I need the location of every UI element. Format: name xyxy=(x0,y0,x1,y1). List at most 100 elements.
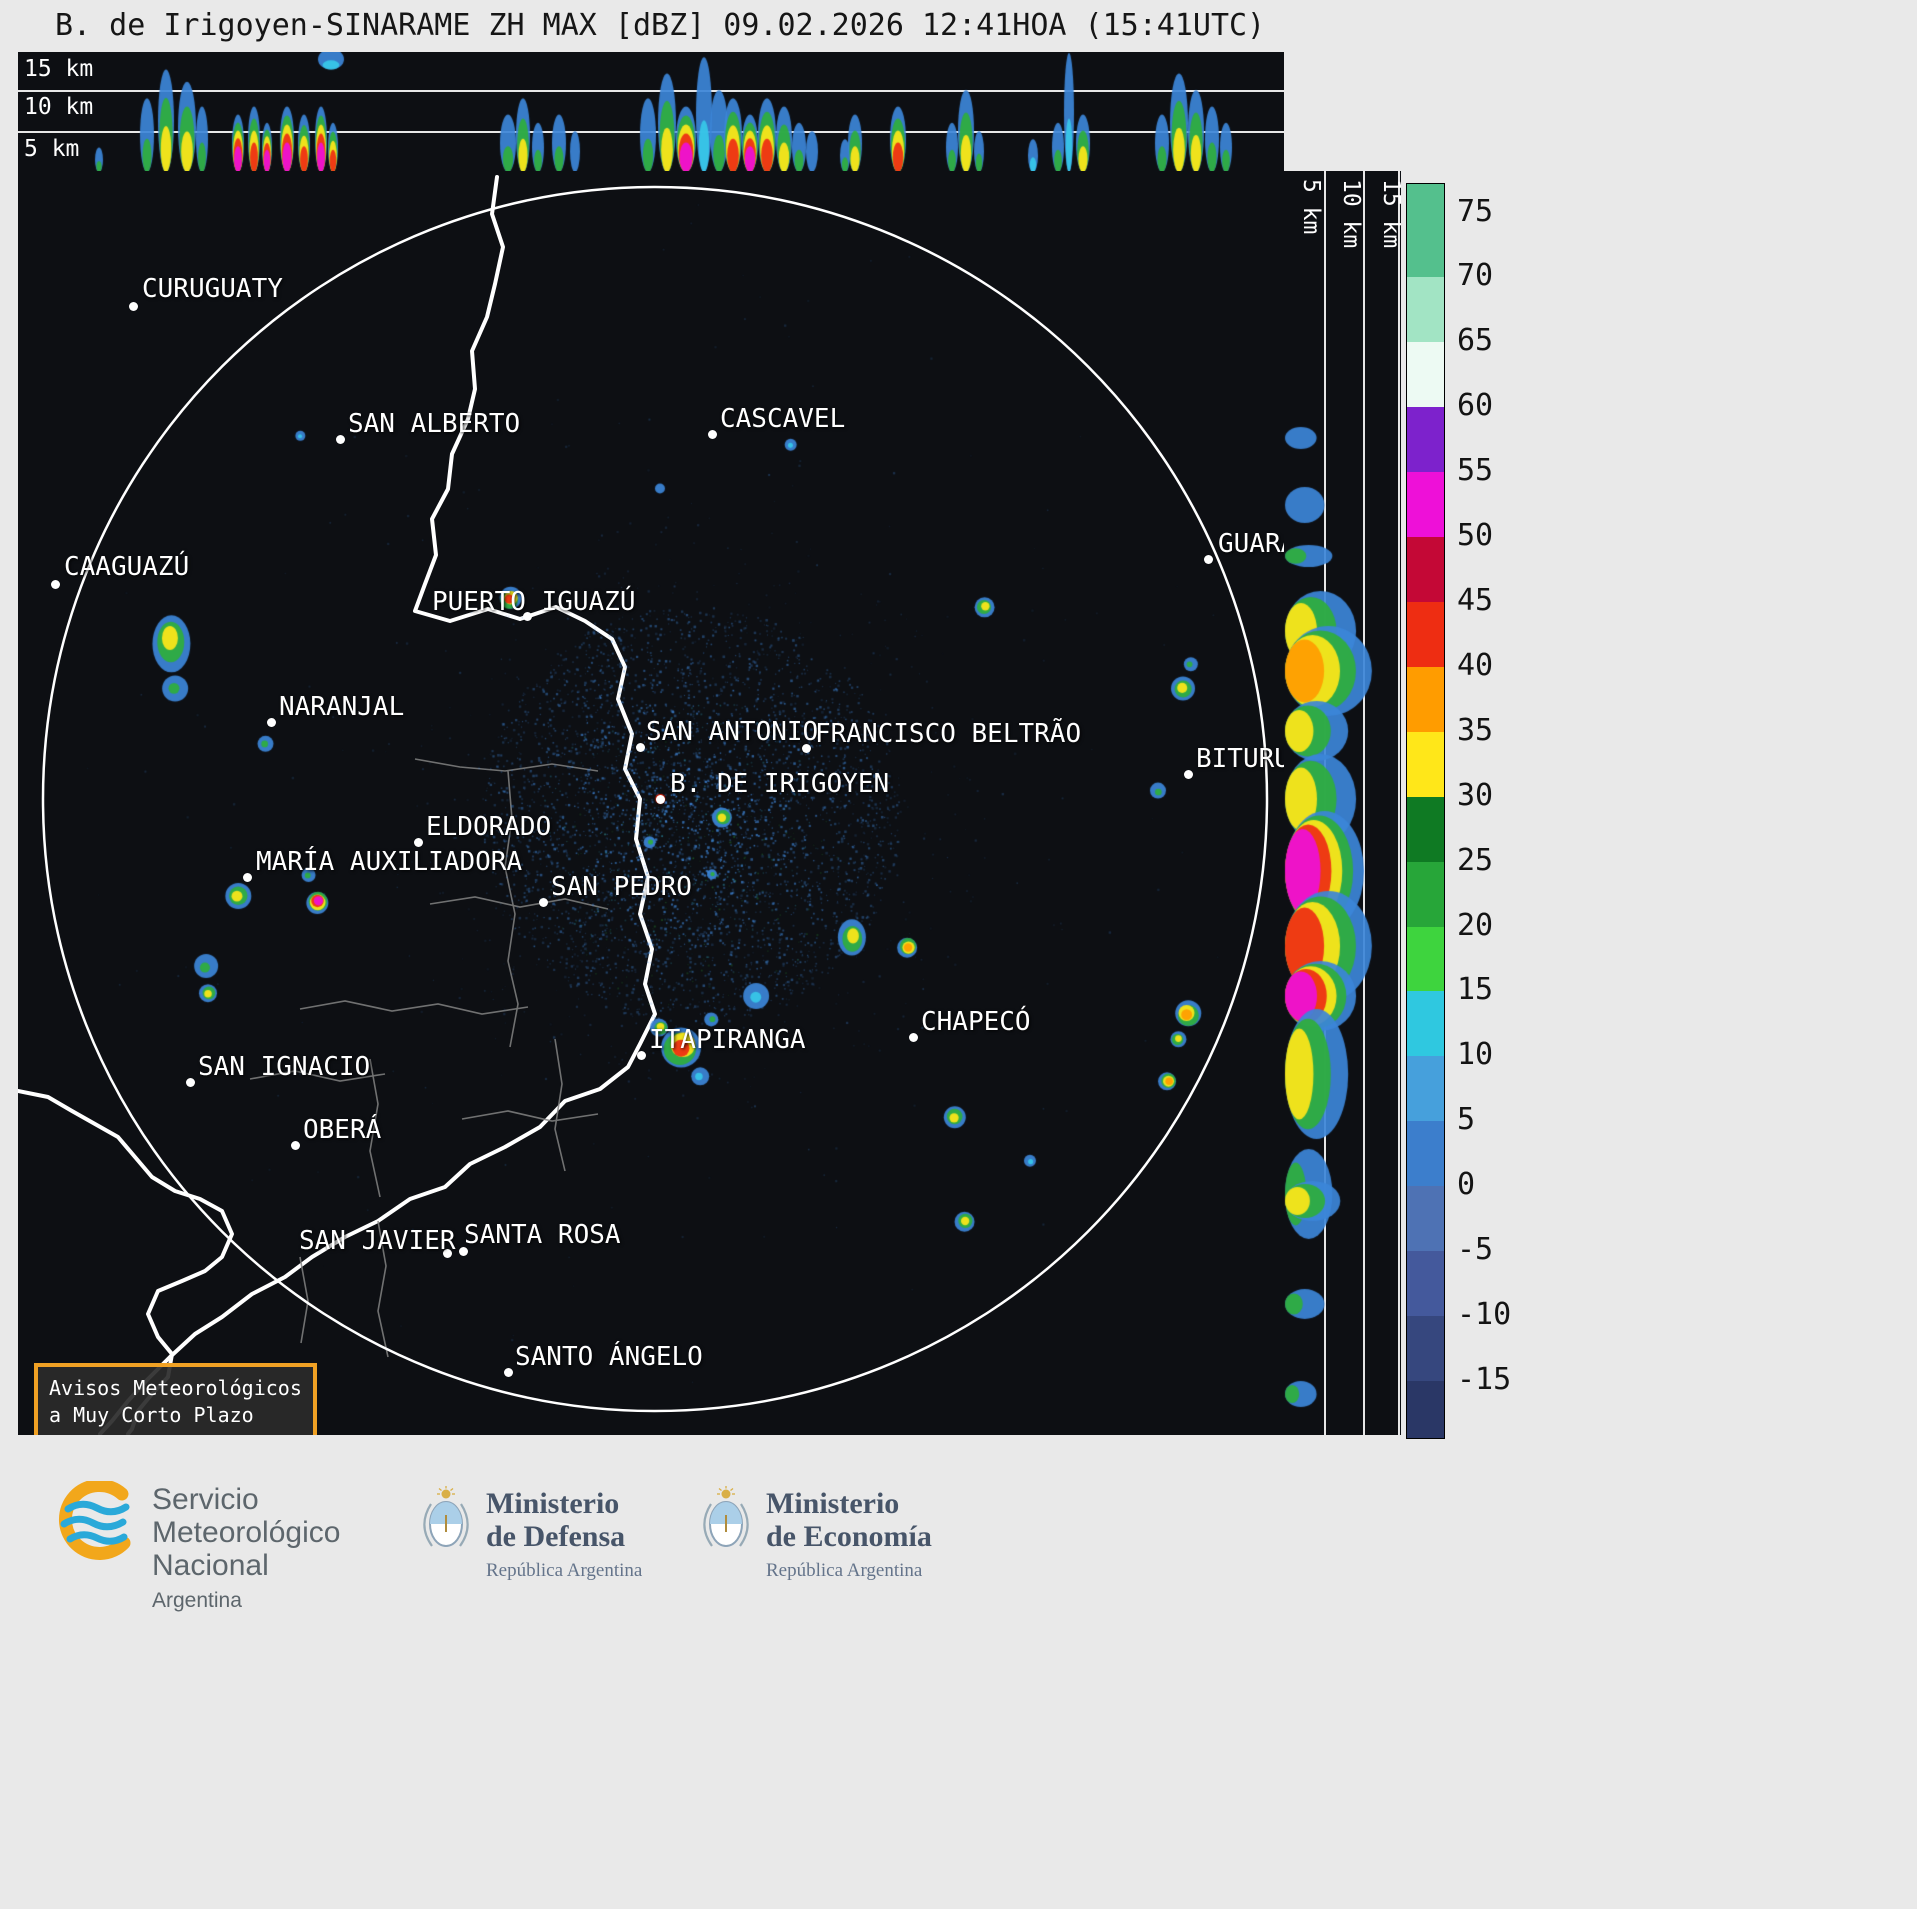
colorbar-segment--10dbz xyxy=(1407,1251,1444,1316)
map-panel: Avisos Meteorológicos a Muy Corto Plazo … xyxy=(18,171,1284,1435)
height-axis-label: 10 km xyxy=(1338,179,1364,249)
colorbar-tick-10: 10 xyxy=(1457,1037,1494,1073)
colorbar-tick-65: 65 xyxy=(1457,323,1494,359)
city-label-san-javier: SAN JAVIER xyxy=(299,1226,456,1256)
colorbar-segment-55dbz xyxy=(1407,407,1444,473)
smn-line3: Nacional xyxy=(152,1549,269,1582)
colorbar-tick--10: -10 xyxy=(1457,1296,1512,1332)
city-dot-san-javier xyxy=(443,1249,452,1258)
colorbar-segment-65dbz xyxy=(1407,277,1444,343)
top-echo-canvas xyxy=(18,52,1284,171)
economia-line1: Ministerio xyxy=(766,1487,900,1520)
colorbar-segment-25dbz xyxy=(1407,796,1444,862)
city-dot-obera xyxy=(291,1141,300,1150)
city-label-b-de-irigoyen: B. DE IRIGOYEN xyxy=(670,769,890,799)
city-label-san-ignacio: SAN IGNACIO xyxy=(198,1052,371,1082)
colorbar-segment-35dbz xyxy=(1407,666,1444,732)
warning-line2: a Muy Corto Plazo xyxy=(49,1403,254,1427)
colorbar-segment-5dbz xyxy=(1407,1056,1444,1122)
city-label-cascavel: CASCAVEL xyxy=(720,404,846,434)
colorbar-segment--15dbz xyxy=(1407,1315,1444,1381)
city-label-puerto-iguazu: PUERTO IGUAZÚ xyxy=(432,587,636,617)
height-axis-label: 10 km xyxy=(24,94,94,120)
right-profile-panel: 5 km 10 km 15 km xyxy=(1284,171,1401,1435)
colorbar-segment-70dbz xyxy=(1407,184,1444,278)
smn-line2: Meteorológico xyxy=(152,1516,341,1549)
colorbar-segment-0dbz xyxy=(1407,1121,1444,1187)
city-label-san-pedro: SAN PEDRO xyxy=(551,872,692,902)
colorbar: 75 70 65 60 55 50 45 40 35 30 25 20 15 10 5 0 -5 -10 -15 xyxy=(1406,183,1556,1439)
smn-wordmark: Servicio Meteorológico Nacional Argentin… xyxy=(152,1483,340,1613)
colorbar-tick-5: 5 xyxy=(1457,1102,1476,1138)
city-label-caaguazu: CAAGUAZÚ xyxy=(64,552,190,582)
right-echo-canvas xyxy=(1284,171,1401,1435)
colorbar-tick-30: 30 xyxy=(1457,777,1494,813)
colorbar-tick-45: 45 xyxy=(1457,583,1494,618)
colorbar-segment--5dbz xyxy=(1407,1186,1444,1252)
colorbar-tick-15: 15 xyxy=(1457,972,1494,1008)
city-label-santo-angelo: SANTO ÁNGELO xyxy=(515,1342,703,1372)
colorbar-segment-50dbz xyxy=(1407,472,1444,538)
colorbar-tick-40: 40 xyxy=(1457,647,1494,683)
colorbar-segment-15dbz xyxy=(1407,926,1444,992)
economia-line2: de Economía xyxy=(766,1520,932,1553)
city-dot-san-pedro xyxy=(539,898,548,907)
colorbar-segment-60dbz xyxy=(1407,342,1444,408)
colorbar-scale xyxy=(1406,183,1445,1439)
city-label-obera: OBERÁ xyxy=(303,1115,382,1145)
defensa-coat-of-arms-icon xyxy=(423,1486,469,1547)
defensa-line2: de Defensa xyxy=(486,1520,626,1553)
city-dot-caaguazu xyxy=(51,580,60,589)
city-dot-san-antonio xyxy=(636,743,645,752)
defensa-sub: República Argentina xyxy=(486,1560,643,1581)
colorbar-tick-35: 35 xyxy=(1457,712,1494,748)
city-label-eldorado: ELDORADO xyxy=(426,812,552,842)
city-label-francisco-beltrao: FRANCISCO BELTRÃO xyxy=(815,719,1082,749)
city-label-guarapuava: GUARAPUAVA xyxy=(1218,529,1284,559)
city-dot-bituruna xyxy=(1184,770,1193,779)
city-dot-santo-angelo xyxy=(504,1368,513,1377)
city-dot-b-de-irigoyen xyxy=(656,795,665,804)
city-dot-santa-rosa xyxy=(459,1247,468,1256)
colorbar-tick--15: -15 xyxy=(1457,1361,1512,1397)
smn-logo-icon xyxy=(58,1481,131,1560)
city-dot-naranjal xyxy=(267,718,276,727)
height-axis-label: 5 km xyxy=(24,136,80,162)
colorbar-tick--5: -5 xyxy=(1457,1232,1494,1268)
city-dot-guarapuava xyxy=(1204,555,1213,564)
city-label-itapiranga: ITAPIRANGA xyxy=(649,1025,806,1055)
colorbar-segment--19.4dbz xyxy=(1407,1380,1444,1438)
footer: Servicio Meteorológico Nacional Argentin… xyxy=(0,1455,1917,1909)
city-dot-eldorado xyxy=(414,838,423,847)
warning-banner[interactable]: Avisos Meteorológicos a Muy Corto Plazo xyxy=(34,1363,317,1435)
colorbar-tick-50: 50 xyxy=(1457,518,1494,554)
city-dot-chapeco xyxy=(909,1033,918,1042)
city-label-san-antonio: SAN ANTONIO xyxy=(646,717,819,747)
colorbar-tick-0: 0 xyxy=(1457,1167,1476,1203)
top-profile-panel: 15 km 10 km 5 km xyxy=(18,52,1284,171)
city-label-santa-rosa: SANTA ROSA xyxy=(464,1220,621,1250)
smn-line1: Servicio xyxy=(152,1483,259,1516)
map-echo-canvas xyxy=(18,171,1284,1435)
height-axis-label: 15 km xyxy=(1378,179,1401,249)
city-dot-francisco-beltrao xyxy=(802,744,811,753)
city-label-chapeco: CHAPECÓ xyxy=(921,1007,1031,1037)
defensa-line1: Ministerio xyxy=(486,1487,620,1520)
city-dot-cascavel xyxy=(708,430,717,439)
range-circle xyxy=(41,185,1269,1413)
colorbar-tick-55: 55 xyxy=(1457,453,1494,489)
height-axis-label: 5 km xyxy=(1298,179,1324,235)
city-label-maria-auxiliadora: MARÍA AUXILIADORA xyxy=(256,847,523,877)
height-axis-label: 15 km xyxy=(24,56,94,82)
colorbar-segment-10dbz xyxy=(1407,991,1444,1057)
economia-sub: República Argentina xyxy=(766,1560,923,1581)
city-label-curuguaty: CURUGUATY xyxy=(142,274,283,304)
colorbar-tick-75: 75 xyxy=(1457,193,1494,229)
city-dot-maria-auxiliadora xyxy=(243,873,252,882)
city-dot-san-alberto xyxy=(336,435,345,444)
city-dot-san-ignacio xyxy=(186,1078,195,1087)
city-dot-curuguaty xyxy=(129,302,138,311)
city-label-bituruna: BITURUNA xyxy=(1196,744,1284,774)
colorbar-tick-60: 60 xyxy=(1457,388,1494,424)
